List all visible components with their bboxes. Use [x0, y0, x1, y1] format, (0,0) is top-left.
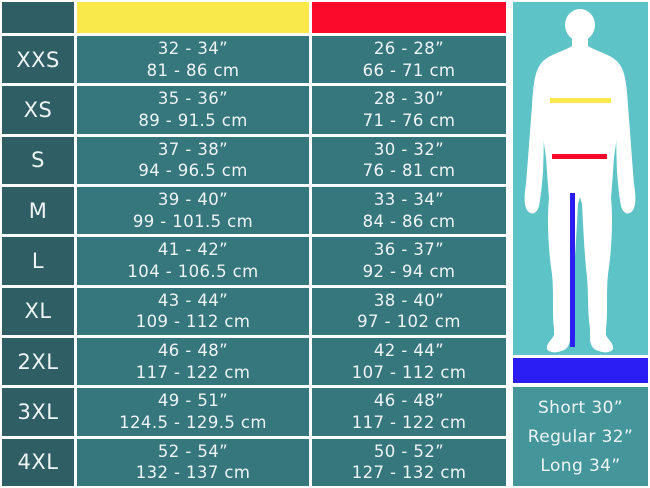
waist-measurement-cell: 30 - 32” 76 - 81 cm	[312, 136, 506, 184]
chest-inches-range: 52 - 54”	[157, 441, 229, 461]
chest-cm-range: 104 - 106.5 cm	[127, 261, 259, 281]
chest-measurement-cell: 41 - 42” 104 - 106.5 cm	[77, 237, 309, 285]
chest-cm-range: 132 - 137 cm	[135, 463, 251, 483]
size-table: XXS 32 - 34” 81 - 86 cm 26 - 28” 66 - 71…	[2, 2, 506, 486]
head-shape	[565, 9, 595, 41]
chest-measurement-cell: 37 - 38” 94 - 96.5 cm	[77, 136, 309, 184]
chest-inches-range: 39 - 40”	[157, 190, 229, 210]
chest-inches-range: 43 - 44”	[157, 290, 229, 310]
chest-inches-range: 46 - 48”	[157, 341, 229, 361]
waist-line-indicator	[552, 154, 607, 159]
chest-cm-range: 89 - 91.5 cm	[138, 110, 248, 130]
waist-measurement-cell: 50 - 52” 127 - 132 cm	[312, 438, 506, 486]
chest-inches-range: 32 - 34”	[157, 39, 229, 59]
inseam-long-label: Long 34”	[540, 455, 621, 476]
measurement-guide-panel: Short 30” Regular 32” Long 34”	[513, 2, 648, 486]
size-label: M	[2, 186, 74, 235]
waist-inches-range: 28 - 30”	[373, 89, 445, 109]
neck-shape	[572, 34, 588, 49]
waist-cm-range: 97 - 102 cm	[357, 312, 461, 332]
size-label: L	[2, 237, 74, 285]
inseam-lengths-panel: Short 30” Regular 32” Long 34”	[513, 387, 648, 486]
torso-legs-shape	[537, 46, 623, 353]
chest-measurement-cell: 52 - 54” 132 - 137 cm	[77, 438, 309, 486]
chest-cm-range: 81 - 86 cm	[146, 60, 240, 80]
size-label: S	[2, 136, 74, 184]
size-label: XL	[2, 287, 74, 335]
waist-measurement-cell: 36 - 37” 92 - 94 cm	[312, 237, 506, 285]
chest-inches-range: 49 - 51”	[157, 391, 229, 411]
chest-inches-range: 37 - 38”	[157, 139, 229, 159]
chest-inches-range: 35 - 36”	[157, 89, 229, 109]
waist-measurement-cell: 33 - 34” 84 - 86 cm	[312, 186, 506, 235]
waist-inches-range: 46 - 48”	[373, 391, 445, 411]
waist-inches-range: 36 - 37”	[373, 240, 445, 260]
waist-inches-range: 33 - 34”	[373, 190, 445, 210]
waist-cm-range: 127 - 132 cm	[351, 463, 467, 483]
human-body-front-silhouette-icon	[524, 9, 636, 353]
waist-measurement-cell: 26 - 28” 66 - 71 cm	[312, 36, 506, 84]
size-label: XS	[2, 86, 74, 134]
size-label: XXS	[2, 36, 74, 84]
size-label: 4XL	[2, 438, 74, 486]
left-arm-shape	[524, 64, 544, 214]
chest-cm-range: 99 - 101.5 cm	[132, 211, 254, 231]
body-measurement-diagram	[513, 2, 648, 355]
waist-inches-range: 50 - 52”	[373, 441, 445, 461]
chest-measurement-cell: 49 - 51” 124.5 - 129.5 cm	[77, 388, 309, 436]
waist-cm-range: 117 - 122 cm	[351, 412, 467, 432]
size-label: 3XL	[2, 388, 74, 436]
chest-cm-range: 117 - 122 cm	[135, 362, 251, 382]
right-arm-shape	[616, 64, 636, 214]
size-label: 2XL	[2, 337, 74, 386]
waist-measurement-cell: 46 - 48” 117 - 122 cm	[312, 388, 506, 436]
chest-cm-range: 124.5 - 129.5 cm	[119, 412, 267, 432]
chest-measurement-cell: 32 - 34” 81 - 86 cm	[77, 36, 309, 84]
inseam-color-bar	[513, 358, 648, 383]
waist-inches-range: 42 - 44”	[373, 341, 445, 361]
waist-column-header	[312, 2, 506, 33]
chest-measurement-cell: 46 - 48” 117 - 122 cm	[77, 337, 309, 386]
chest-line-indicator	[550, 98, 611, 103]
chest-measurement-cell: 35 - 36” 89 - 91.5 cm	[77, 86, 309, 134]
waist-cm-range: 92 - 94 cm	[362, 261, 456, 281]
chest-cm-range: 94 - 96.5 cm	[138, 161, 248, 181]
inseam-regular-label: Regular 32”	[527, 426, 634, 447]
waist-cm-range: 76 - 81 cm	[362, 161, 456, 181]
waist-measurement-cell: 28 - 30” 71 - 76 cm	[312, 86, 506, 134]
waist-cm-range: 84 - 86 cm	[362, 211, 456, 231]
chest-column-header	[77, 2, 309, 33]
chest-inches-range: 41 - 42”	[157, 240, 229, 260]
waist-inches-range: 26 - 28”	[373, 39, 445, 59]
waist-cm-range: 66 - 71 cm	[362, 60, 456, 80]
waist-cm-range: 107 - 112 cm	[351, 362, 467, 382]
waist-measurement-cell: 38 - 40” 97 - 102 cm	[312, 287, 506, 335]
chest-measurement-cell: 43 - 44” 109 - 112 cm	[77, 287, 309, 335]
waist-inches-range: 38 - 40”	[373, 290, 445, 310]
inseam-short-label: Short 30”	[537, 397, 624, 418]
waist-cm-range: 71 - 76 cm	[362, 110, 456, 130]
waist-inches-range: 30 - 32”	[373, 139, 445, 159]
inseam-line-indicator	[570, 193, 575, 347]
table-corner-cell	[2, 2, 74, 33]
chest-measurement-cell: 39 - 40” 99 - 101.5 cm	[77, 186, 309, 235]
chest-cm-range: 109 - 112 cm	[135, 312, 251, 332]
waist-measurement-cell: 42 - 44” 107 - 112 cm	[312, 337, 506, 386]
